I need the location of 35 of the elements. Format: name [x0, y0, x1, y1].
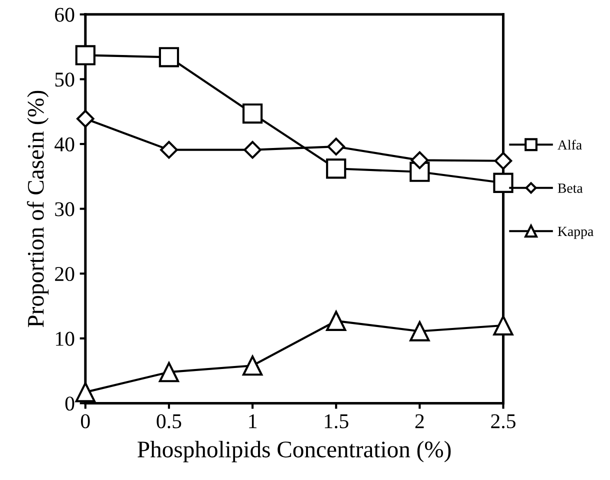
y-tick-label: 20 — [55, 266, 74, 282]
point — [76, 110, 94, 128]
x-tick-label: 2 — [415, 414, 424, 428]
point — [493, 315, 514, 336]
x-tick-label: 0.5 — [156, 414, 182, 428]
x-tick-label: 0 — [80, 414, 90, 428]
point — [242, 356, 263, 376]
legend-label: Kappa — [558, 226, 594, 239]
point — [410, 151, 429, 170]
x-tick-label: 1 — [249, 414, 256, 428]
point — [493, 172, 514, 193]
y-tick-label: 10 — [56, 332, 74, 346]
point — [160, 140, 178, 159]
point — [158, 362, 180, 382]
y-tick-label: 30 — [55, 202, 74, 216]
point — [326, 158, 346, 179]
y-axis-title: Proportion of Casein (%) — [26, 90, 49, 328]
x-axis-title: Phospholipids Concentration (%) — [138, 440, 451, 462]
point — [75, 382, 96, 402]
point — [242, 103, 263, 124]
y-tick-label: 50 — [55, 72, 74, 87]
y-tick-label: 60 — [55, 8, 74, 22]
legend-label: Beta — [558, 184, 583, 193]
x-tick-label: 1.5 — [324, 414, 348, 428]
point — [158, 47, 180, 68]
point — [410, 321, 430, 342]
point — [244, 140, 262, 159]
y-tick-label: 0 — [65, 396, 74, 411]
x-tick-label: 2.5 — [491, 414, 516, 428]
point — [494, 152, 512, 170]
point — [327, 138, 346, 156]
point — [75, 45, 96, 66]
legend-label: Alfa — [558, 140, 582, 150]
point — [326, 310, 346, 331]
y-tick-label: 40 — [54, 137, 74, 152]
